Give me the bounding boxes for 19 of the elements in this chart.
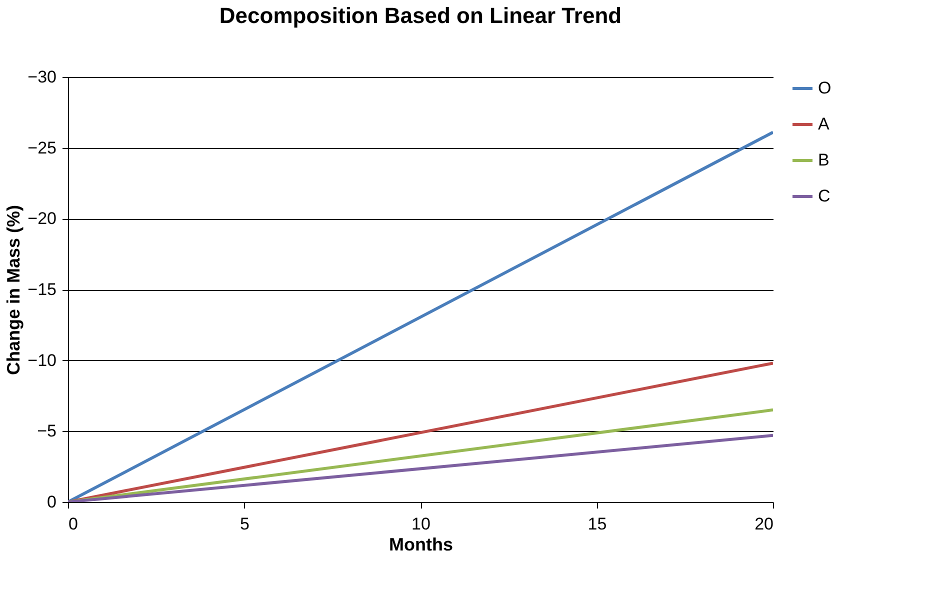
y-tick-label: −5 xyxy=(37,422,56,441)
y-tick-label: −10 xyxy=(28,350,56,370)
x-tick-label: 20 xyxy=(754,514,774,534)
x-tick-label: 0 xyxy=(68,514,78,534)
y-tick-label: −15 xyxy=(28,280,56,299)
legend-label: A xyxy=(818,114,830,134)
y-axis-title: Change in Mass (%) xyxy=(4,204,24,376)
legend-label: C xyxy=(818,186,830,206)
y-tick-label: −20 xyxy=(28,209,56,228)
y-tick-label: −30 xyxy=(28,68,56,86)
chart-title: Decomposition Based on Linear Trend xyxy=(219,3,622,28)
legend-label: O xyxy=(818,78,832,98)
y-tick-label: −25 xyxy=(28,138,56,158)
legend-label: B xyxy=(818,150,830,170)
x-tick-label: 5 xyxy=(240,514,250,534)
x-tick-label: 15 xyxy=(588,514,607,534)
y-tick-label: 0 xyxy=(47,492,56,512)
x-tick-label: 10 xyxy=(412,514,430,534)
x-axis-title: Months xyxy=(389,534,453,554)
